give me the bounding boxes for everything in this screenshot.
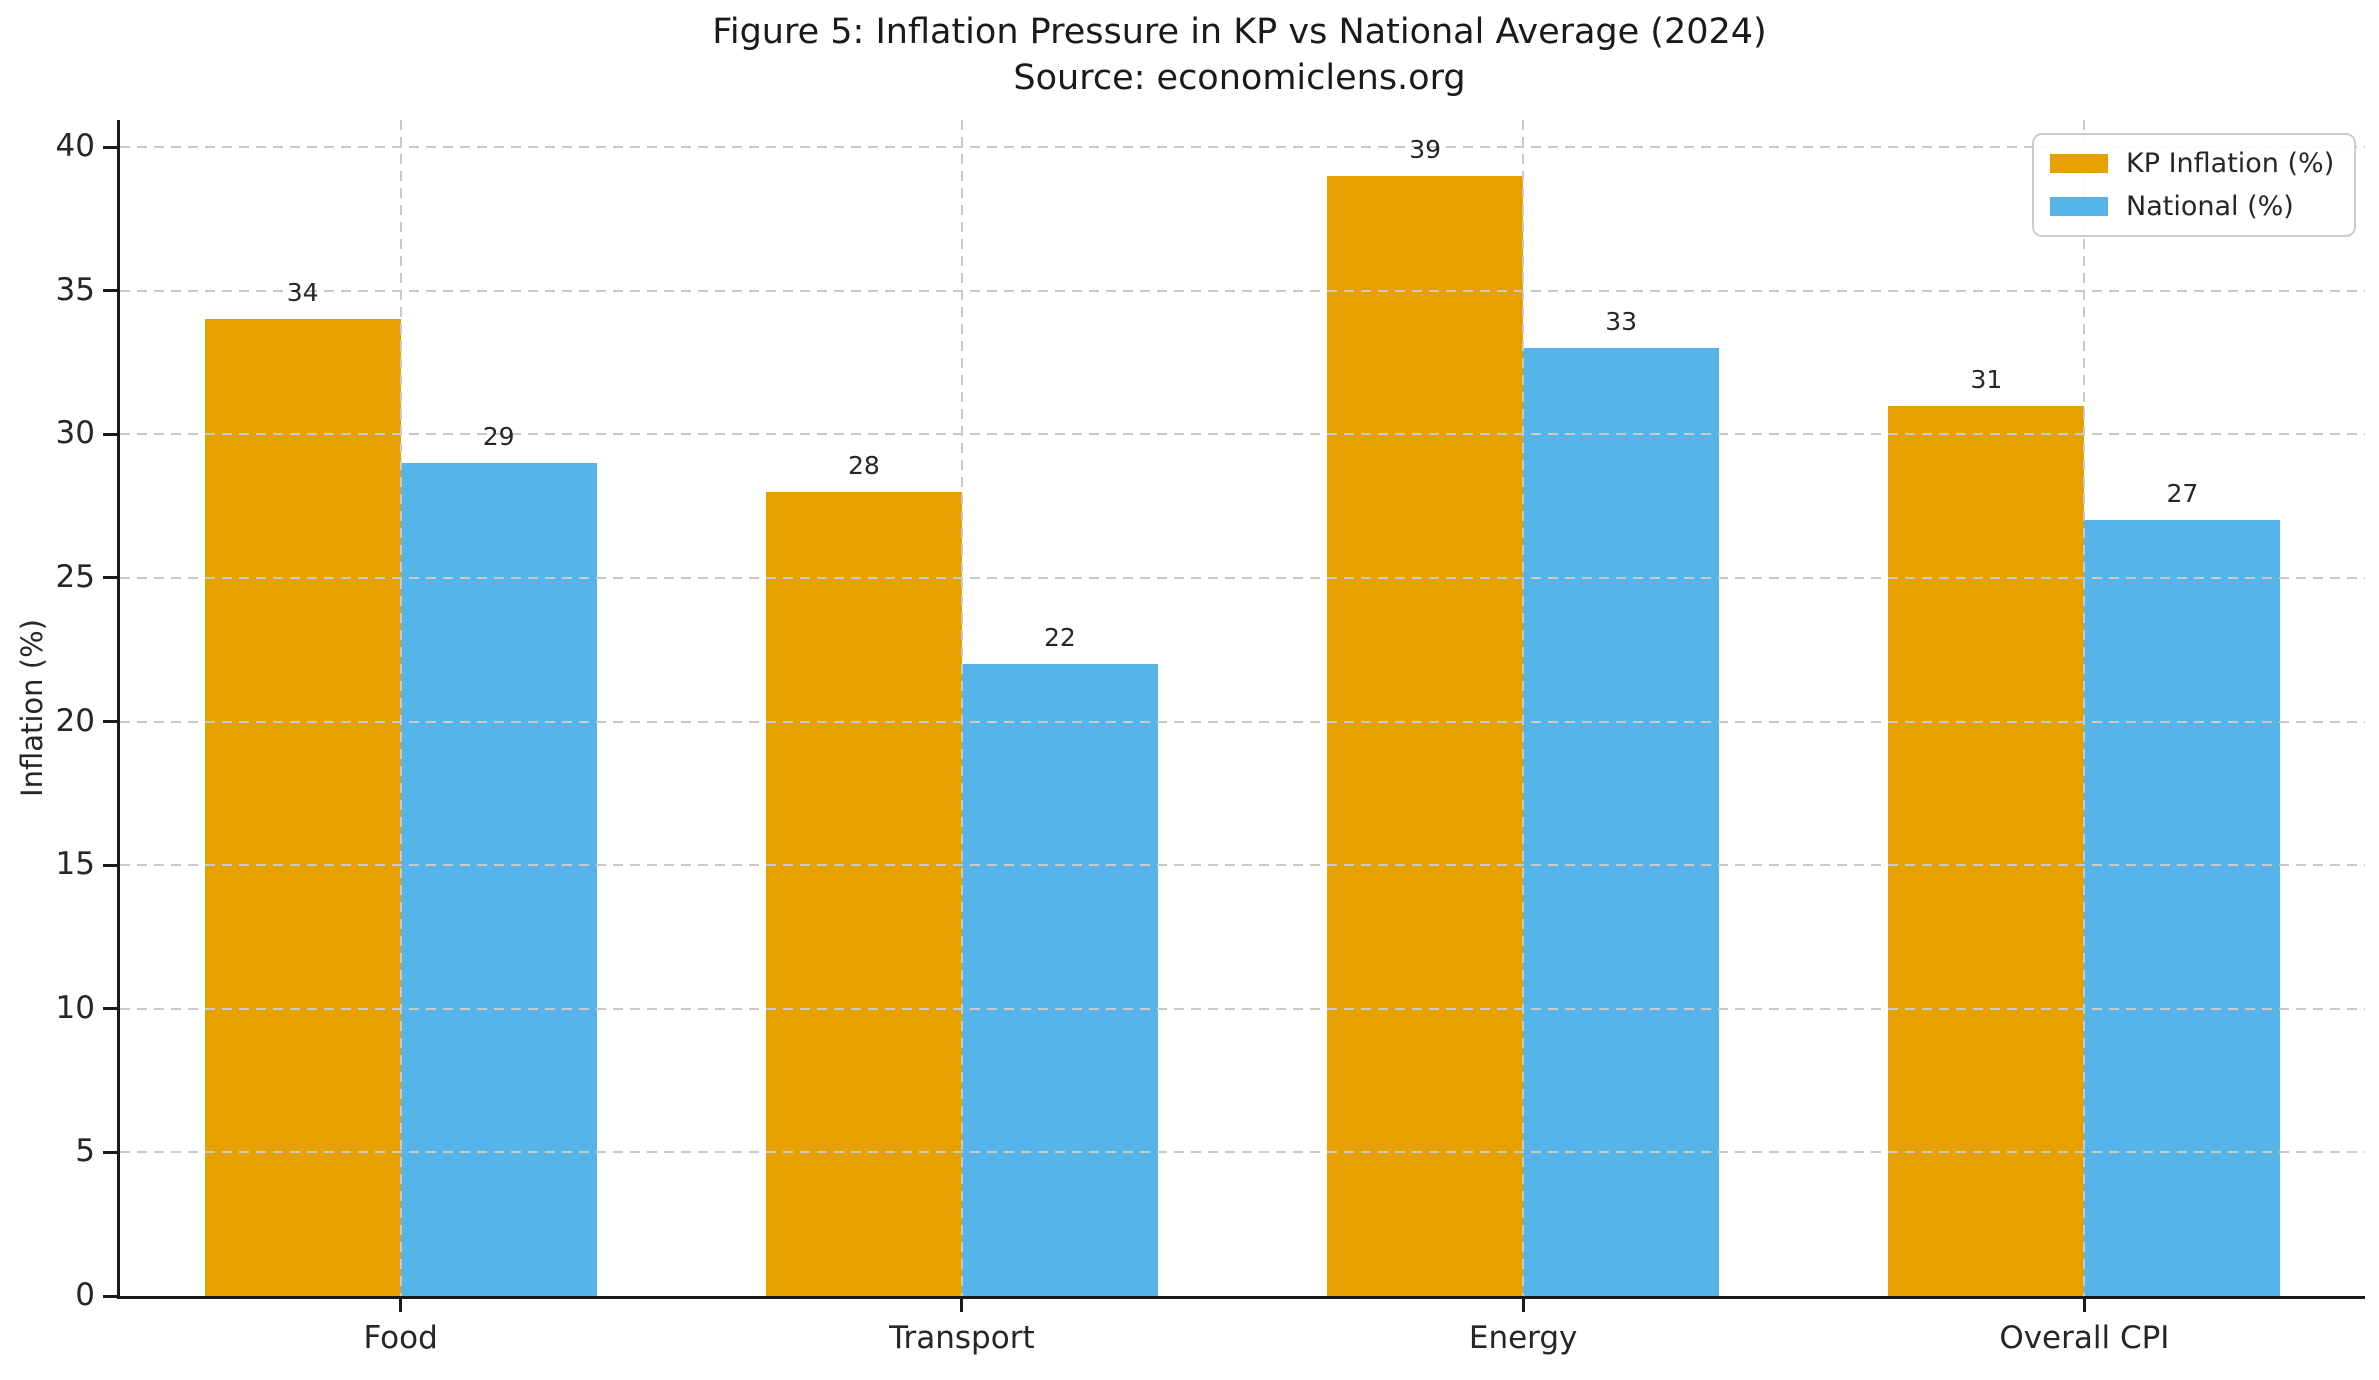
gridline-horizontal	[120, 864, 2365, 867]
x-axis-tick	[960, 1299, 964, 1312]
y-axis-tick	[103, 432, 117, 436]
gridline-horizontal	[120, 289, 2365, 292]
y-axis-tick	[103, 145, 117, 149]
y-axis-tick-label: 10	[55, 989, 95, 1026]
y-axis-tick-label: 25	[55, 558, 95, 595]
bar-energy-kp	[1327, 175, 1524, 1296]
chart-subtitle: Source: economiclens.org	[1013, 57, 1466, 98]
legend-row-national: National (%)	[2050, 191, 2334, 222]
bar-value-label: 27	[2166, 479, 2199, 509]
gridline-horizontal	[120, 1151, 2365, 1154]
bar-value-label: 31	[1970, 364, 2003, 394]
x-axis-tick-label-overall-cpi: Overall CPI	[1999, 1320, 2170, 1356]
y-axis-tick	[103, 863, 117, 867]
y-axis-tick-label: 15	[55, 846, 95, 883]
bar-value-label: 28	[847, 450, 880, 480]
chart-title: Figure 5: Inflation Pressure in KP vs Na…	[712, 12, 1767, 52]
national-series-label: National (%)	[2126, 191, 2294, 222]
y-axis-tick	[103, 720, 117, 723]
kp-series-label: KP Inflation (%)	[2126, 148, 2335, 179]
x-axis-tick	[399, 1299, 403, 1312]
y-axis-tick-label: 20	[55, 702, 95, 739]
kp-series-swatch	[2050, 154, 2108, 173]
bar-food-national	[400, 462, 597, 1296]
chart-title-block: Figure 5: Inflation Pressure in KP vs Na…	[117, 10, 2362, 101]
gridline-horizontal	[120, 146, 2365, 148]
bar-overall-cpi-national	[2084, 520, 2281, 1296]
bar-overall-cpi-kp	[1888, 405, 2085, 1296]
gridline-horizontal	[120, 720, 2365, 723]
bar-food-kp	[204, 319, 401, 1296]
y-axis-tick	[103, 1150, 117, 1154]
y-axis-tick-label: 30	[55, 415, 95, 452]
legend: KP Inflation (%) National (%)	[2032, 133, 2357, 237]
y-axis-tick-label: 35	[55, 271, 95, 308]
gridline-vertical	[1522, 120, 1525, 1296]
gridline-vertical	[2083, 120, 2086, 1296]
gridline-horizontal	[120, 433, 2365, 436]
bar-transport-kp	[765, 491, 962, 1296]
x-axis-tick-label-energy: Energy	[1468, 1320, 1578, 1356]
y-axis-tick-label: 5	[75, 1133, 95, 1170]
gridline-horizontal	[120, 576, 2365, 579]
x-axis-tick	[1521, 1299, 1525, 1312]
y-axis-tick	[103, 576, 117, 580]
y-axis-tick-label: 40	[55, 128, 95, 164]
x-axis-tick-label-transport: Transport	[889, 1320, 1035, 1356]
plot-area: 34 28 39 31 29 22 33 27 0 5 10 15 20 25 30 35 40 Food Tran…	[56, 120, 2365, 1356]
bar-energy-national	[1523, 348, 1720, 1296]
y-axis-tick-label: 0	[75, 1277, 95, 1313]
bar-value-label: 22	[1043, 623, 1076, 653]
bar-value-label: 39	[1409, 134, 1442, 164]
x-axis-tick	[2082, 1299, 2086, 1312]
gridline-vertical	[960, 120, 963, 1296]
national-series-swatch	[2050, 197, 2108, 216]
gridline-horizontal	[120, 1007, 2365, 1010]
bar-value-label: 29	[482, 421, 515, 451]
gridline-vertical	[399, 120, 402, 1296]
bar-value-label: 34	[286, 278, 319, 308]
bar-value-label: 33	[1605, 307, 1638, 337]
y-axis-tick	[103, 1294, 117, 1298]
y-axis-tick	[103, 289, 117, 293]
x-axis-tick-label-food: Food	[363, 1320, 438, 1356]
y-axis-tick	[103, 1007, 117, 1011]
bar-transport-national	[961, 664, 1158, 1296]
legend-row-kp: KP Inflation (%)	[2050, 148, 2334, 179]
